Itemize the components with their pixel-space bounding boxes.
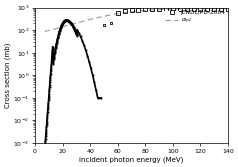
X-axis label: Incident photon energy (MeV): Incident photon energy (MeV) xyxy=(79,156,184,163)
Y-axis label: Cross section (mb): Cross section (mb) xyxy=(4,43,11,108)
Legend: JENDL/PD-2004, $\sigma_{qd}$: JENDL/PD-2004, $\sigma_{qd}$ xyxy=(165,10,226,26)
